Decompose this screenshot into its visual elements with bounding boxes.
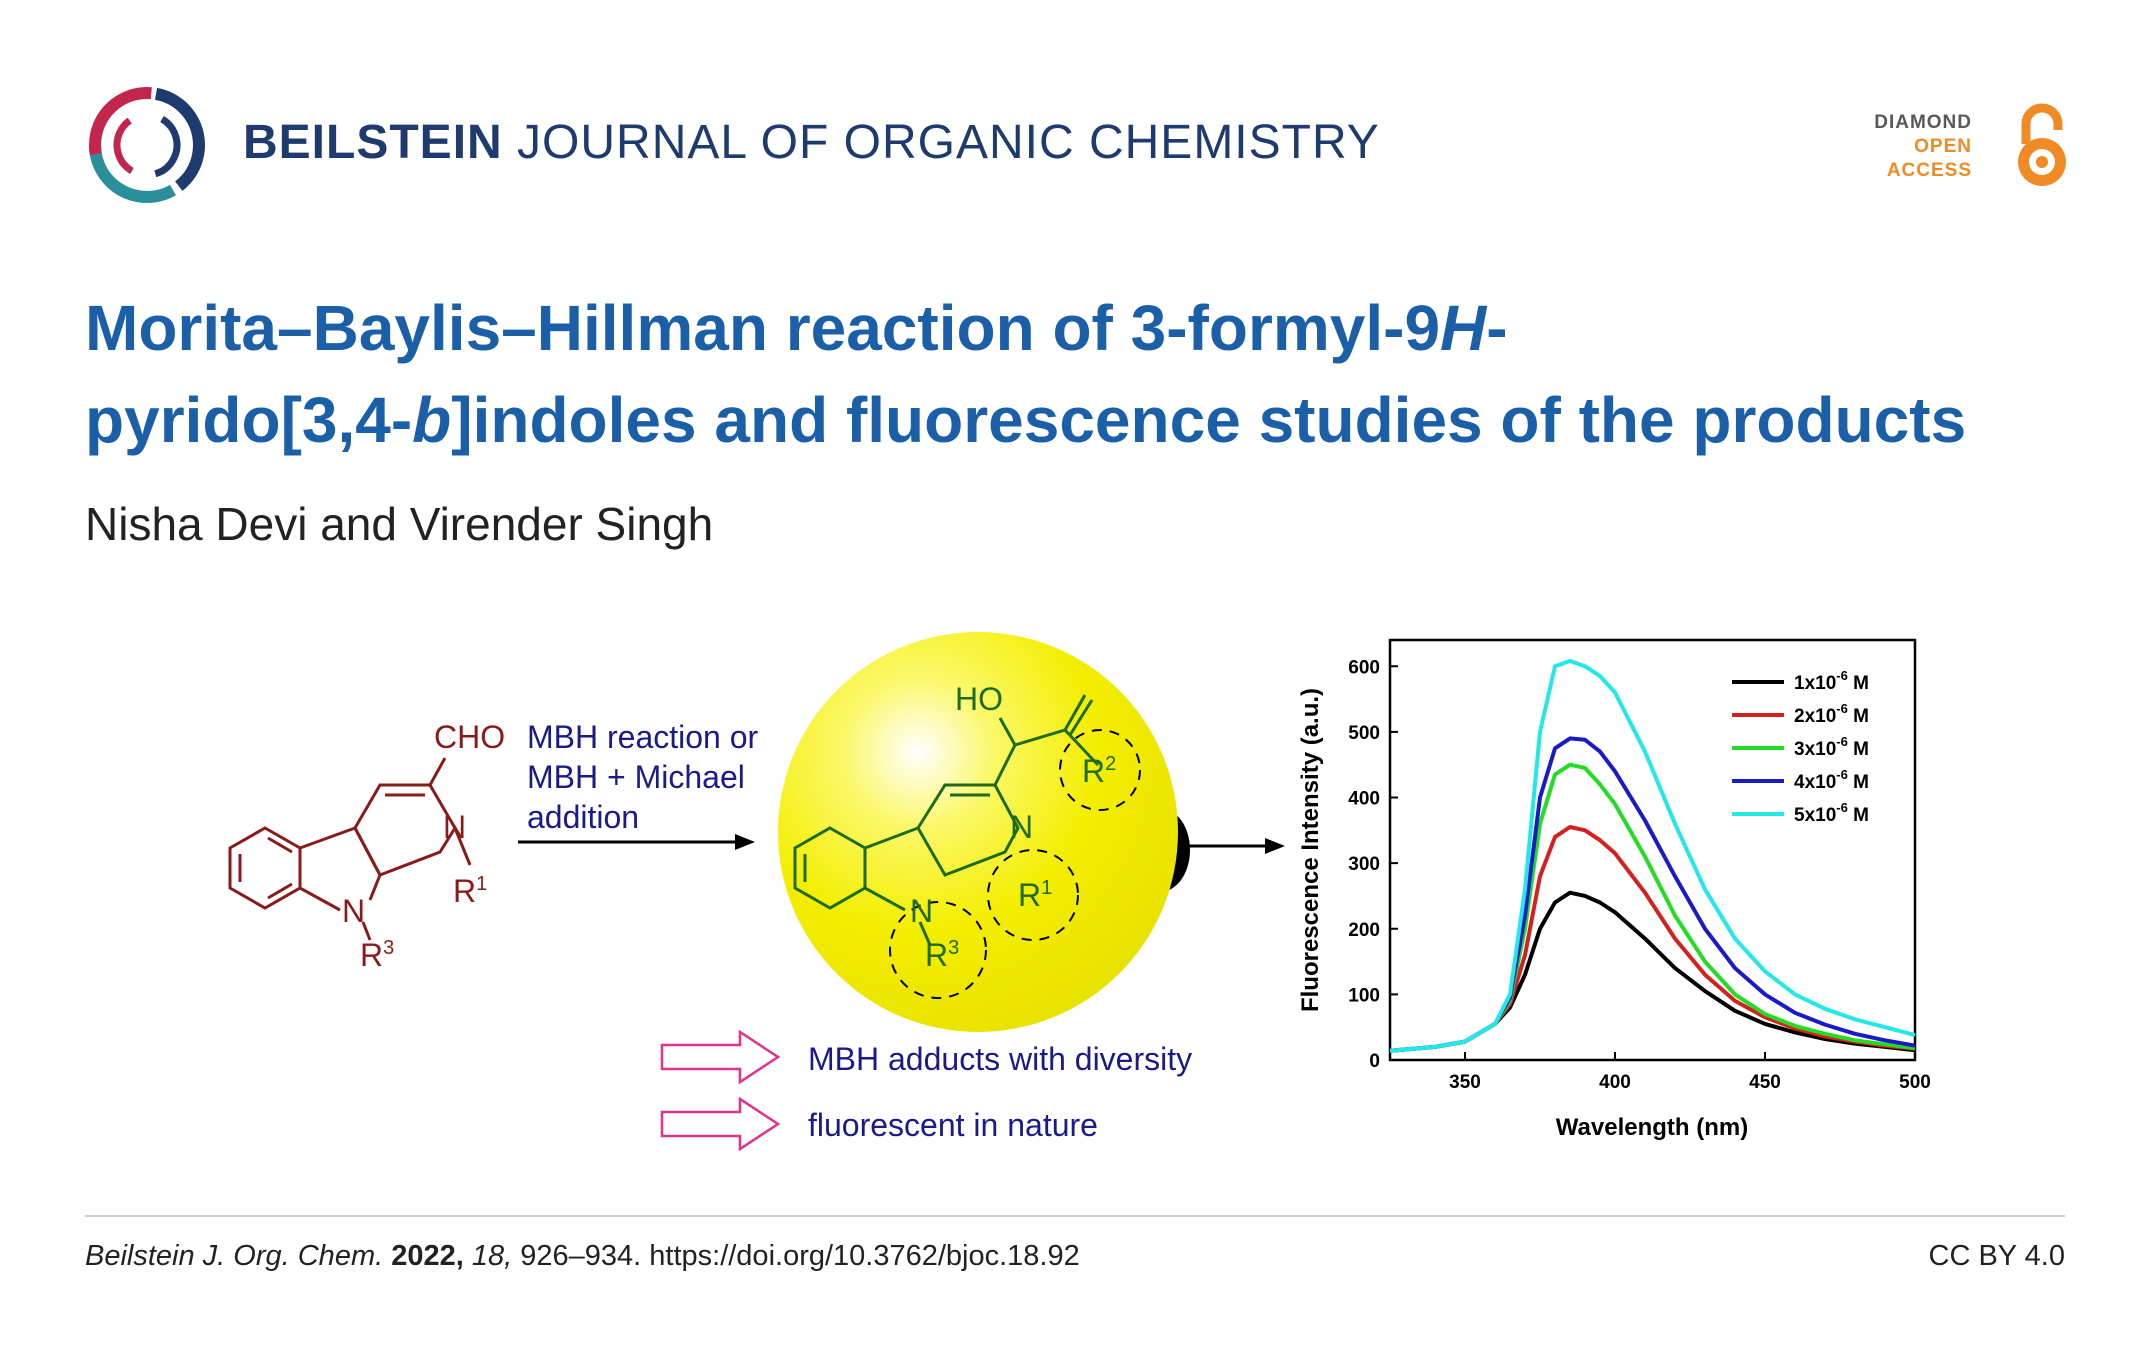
reactant-n: N (443, 809, 466, 845)
journal-name-rest: JOURNAL OF ORGANIC CHEMISTRY (517, 116, 1380, 169)
product-nr: N (910, 893, 933, 929)
open-lock-icon (2018, 103, 2066, 186)
reactant-r3: R3 (360, 937, 394, 973)
y-tick-label: 200 (1348, 920, 1380, 941)
y-tick-label: 100 (1348, 985, 1380, 1006)
reactant-r1: R1 (453, 873, 487, 909)
chart-ticks: 350 400 450 500 0 100 200 300 400 500 600 (1348, 657, 1931, 1093)
journal-name: BEILSTEIN JOURNAL OF ORGANIC CHEMISTRY (243, 115, 1380, 170)
bullet-text-2: fluorescent in nature (808, 1107, 1098, 1143)
highlight-sphere (778, 632, 1178, 1032)
citation: Beilstein J. Org. Chem. 2022, 18, 926–93… (85, 1240, 1080, 1273)
legend-label: 3x10-6 M (1794, 734, 1869, 760)
dashed-circles (889, 729, 1141, 999)
oa-line-access: ACCESS (1886, 160, 1972, 181)
title-line-2: pyrido[3,4-b]indoles and fluorescence st… (85, 374, 2085, 466)
open-access-badge: DIAMOND OPEN ACCESS (1874, 100, 2080, 200)
x-tick-label: 500 (1899, 1072, 1931, 1093)
reactant-cho: CHO (434, 719, 505, 755)
title-text: Morita–Baylis–Hillman reaction of 3-form… (85, 292, 1441, 364)
reactant-nr: N (342, 893, 365, 929)
legend-label: 1x10-6 M (1794, 668, 1869, 694)
reaction-arrow (518, 834, 755, 850)
y-tick-label: 600 (1348, 657, 1380, 678)
y-tick-label: 500 (1348, 723, 1380, 744)
x-axis-label: Wavelength (nm) (1556, 1114, 1748, 1141)
title-text: pyrido[3,4- (85, 384, 413, 456)
x-tick-label: 350 (1449, 1072, 1481, 1093)
legend-label: 5x10-6 M (1794, 800, 1869, 826)
title-line-1: Morita–Baylis–Hillman reaction of 3-form… (85, 282, 2085, 374)
bullet-arrow-1 (660, 1029, 781, 1085)
citation-pages-doi[interactable]: 926–934. https://doi.org/10.3762/bjoc.18… (520, 1240, 1080, 1272)
oa-line-diamond: DIAMOND (1874, 112, 1972, 133)
legend-label: 2x10-6 M (1794, 701, 1869, 727)
x-tick-label: 450 (1749, 1072, 1781, 1093)
arrow-label-1: MBH reaction or (527, 719, 759, 755)
result-arrow (1185, 838, 1285, 854)
article-title: Morita–Baylis–Hillman reaction of 3-form… (85, 282, 2085, 466)
y-axis-label: Fluorescence Intensity (a.u.) (1297, 688, 1324, 1012)
title-italic: b (412, 384, 452, 456)
oa-line-open: OPEN (1914, 136, 1972, 157)
title-text: ]indoles and fluorescence studies of the… (451, 384, 1967, 456)
citation-volume: 18, (471, 1240, 513, 1272)
legend-label: 4x10-6 M (1794, 767, 1869, 793)
plot-frame (1388, 638, 1917, 1062)
chart-series (1389, 659, 1916, 1053)
journal-header: BEILSTEIN JOURNAL OF ORGANIC CHEMISTRY D… (0, 0, 2150, 240)
y-tick-label: 300 (1348, 854, 1380, 875)
bullet-text-1: MBH adducts with diversity (808, 1041, 1192, 1077)
arrow-label-2: MBH + Michael (527, 759, 745, 795)
product-n: N (1010, 809, 1033, 845)
product-r3: R3 (925, 937, 959, 973)
title-text: - (1486, 292, 1508, 364)
citation-year: 2022, (391, 1240, 464, 1272)
license[interactable]: CC BY 4.0 (1928, 1240, 2065, 1272)
x-tick-label: 400 (1599, 1072, 1631, 1093)
series-line-5 (1389, 659, 1916, 1053)
y-tick-label: 0 (1369, 1051, 1380, 1072)
product-r1: R1 (1018, 877, 1052, 913)
bullet-arrow-2 (660, 1096, 781, 1152)
product-structure (793, 694, 1100, 946)
journal-name-bold: BEILSTEIN (243, 116, 503, 169)
product-ho: HO (955, 681, 1003, 717)
chart-legend: 1x10-6 M 2x10-6 M 3x10-6 M 4x10-6 M 5x10-6 M (1732, 668, 1869, 826)
y-tick-label: 400 (1348, 789, 1380, 810)
reactant-structure (228, 757, 472, 941)
graphical-abstract: CHO N R1 N R3 MBH reaction or MBH + Mich… (228, 632, 1931, 1152)
footer-divider (85, 1215, 2065, 1217)
authors: Nisha Devi and Virender Singh (85, 498, 714, 550)
series-line-2 (1389, 825, 1916, 1053)
title-italic: H (1440, 292, 1487, 364)
citation-journal: Beilstein J. Org. Chem. (85, 1240, 384, 1272)
product-r2: R2 (1082, 753, 1116, 789)
beilstein-logo-icon (89, 87, 205, 203)
arrow-label-3: addition (527, 799, 639, 835)
fluorescence-chart: 350 400 450 500 0 100 200 300 400 500 600 Waveleng… (1297, 638, 1931, 1141)
